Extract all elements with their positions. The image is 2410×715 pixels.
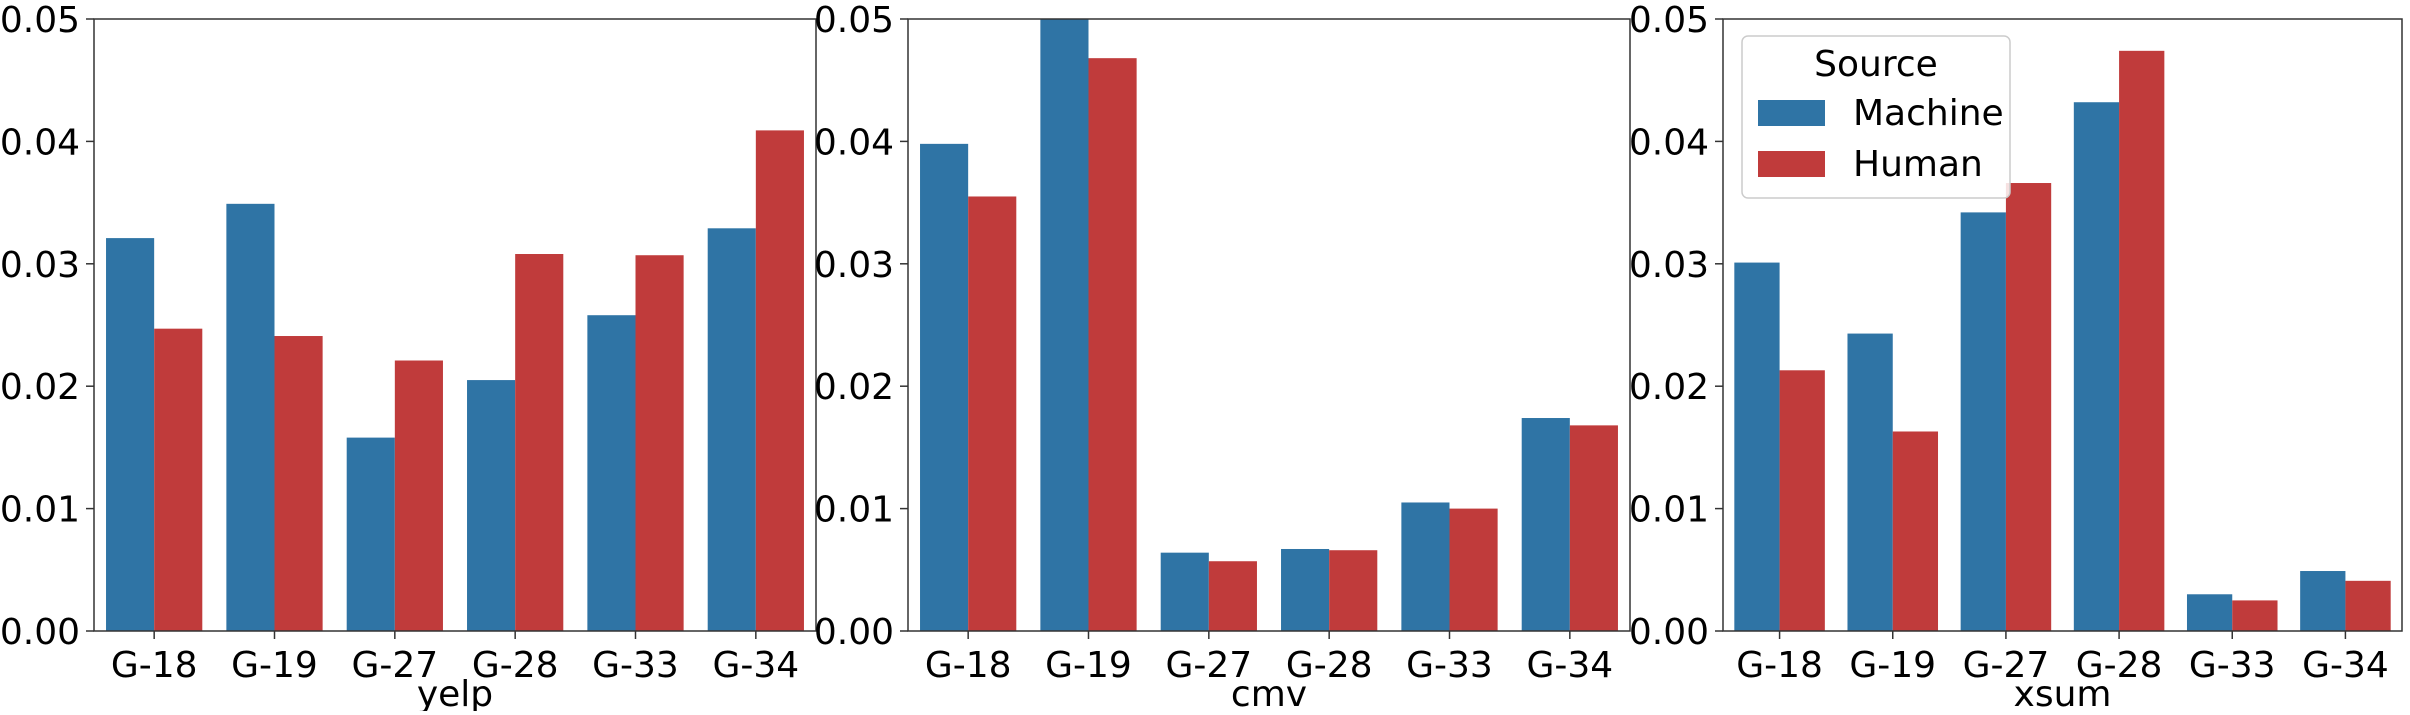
x-tick-label: G-33 [1406,645,1493,686]
legend-title: Source [1814,44,1938,85]
x-tick-label: G-34 [2302,645,2389,686]
y-tick-label: 0.00 [1629,612,1709,653]
chart-panel-cmv: 0.00 0.01 0.02 0.03 0.04 0.05 G-18 G-19 G-27 G-28… [814,0,1631,715]
bar-human-g-18 [154,328,203,631]
bar-machine-g-27 [1160,552,1209,631]
y-tick-label: 0.02 [1629,367,1709,408]
bar-machine-g-27 [1960,212,2006,631]
bar-machine-g-19 [1847,333,1893,631]
x-tick-label: G-27 [351,645,438,686]
y-tick-label: 0.02 [0,367,80,408]
bar-machine-g-34 [707,228,756,631]
bars-group [1734,50,2391,631]
bar-human-g-34 [2345,580,2391,631]
x-tick-label: G-28 [1286,645,1373,686]
axes-frame [907,18,1631,632]
x-tick-label: G-28 [2076,645,2163,686]
x-tick-label: G-33 [592,645,679,686]
bar-human-g-27 [1208,561,1257,631]
bar-human-g-19 [274,336,323,631]
bar-machine-g-33 [1401,502,1450,631]
bar-human-g-33 [1449,508,1498,631]
x-tick-label: G-34 [1526,645,1613,686]
bars-group [106,130,804,631]
bar-human-g-34 [1569,425,1618,631]
y-tick-label: 0.03 [814,245,894,286]
y-tick-label: 0.04 [0,122,80,163]
x-tick-label: G-19 [231,645,318,686]
x-tick-label: G-28 [472,645,559,686]
bar-human-g-18 [1779,370,1825,631]
bar-machine-g-19 [1040,19,1089,631]
axes-frame [93,18,817,632]
bar-machine-g-18 [106,238,155,631]
legend-label-human: Human [1853,144,1983,185]
x-tick-label: G-19 [1045,645,1132,686]
x-tick-label: G-18 [1736,645,1823,686]
chart-panel-yelp: 0.00 0.01 0.02 0.03 0.04 0.05 G-18 G-19 G-27 G-28… [0,0,817,715]
bar-human-g-33 [635,255,684,631]
y-tick-label: 0.05 [1629,0,1709,41]
y-tick-label: 0.02 [814,367,894,408]
x-tick-label: G-18 [925,645,1012,686]
bar-human-g-33 [2232,600,2278,631]
x-tick-label: G-19 [1849,645,1936,686]
y-tick-label: 0.00 [814,612,894,653]
bar-machine-g-28 [467,380,516,631]
legend: Source Machine Human [1741,35,2011,199]
bar-machine-g-27 [346,437,395,631]
bars-group [920,19,1618,631]
y-tick-label: 0.03 [1629,245,1709,286]
bar-machine-g-28 [1281,548,1330,631]
bar-human-g-28 [2119,50,2165,631]
bar-human-g-18 [968,196,1017,631]
y-tick-label: 0.01 [1629,490,1709,531]
y-tick-label: 0.05 [0,0,80,41]
y-tick-label: 0.01 [814,490,894,531]
y-tick-label: 0.04 [814,122,894,163]
x-axis-title: cmv [1231,674,1307,711]
chart-panel-xsum: 0.00 0.01 0.02 0.03 0.04 0.05 G-18 G-19 G-27 G-28… [1629,0,2403,715]
bar-human-g-27 [2005,183,2052,631]
bar-machine-g-18 [1734,262,1780,631]
y-tick-label: 0.00 [0,612,80,653]
x-tick-label: G-33 [2189,645,2276,686]
legend-label-machine: Machine [1853,93,2004,134]
x-tick-label: G-18 [111,645,198,686]
bar-machine-g-33 [2186,594,2233,631]
bar-machine-g-34 [1521,418,1570,631]
legend-swatch-machine [1758,100,1825,126]
y-tick-label: 0.01 [0,490,80,531]
bar-human-g-19 [1088,58,1137,631]
bar-human-g-27 [394,360,443,631]
y-tick-label: 0.03 [0,245,80,286]
bar-human-g-34 [755,130,804,631]
x-tick-label: G-27 [1165,645,1252,686]
x-axis-title: yelp [417,674,493,711]
bar-machine-g-18 [920,143,969,631]
bar-machine-g-33 [587,315,636,631]
axes-frame [1722,18,2403,632]
x-tick-label: G-34 [712,645,799,686]
legend-swatch-human [1758,151,1825,177]
x-axis-title: xsum [2014,674,2112,711]
bar-human-g-28 [515,254,564,631]
bar-machine-g-34 [2300,571,2346,631]
y-tick-label: 0.04 [1629,122,1709,163]
bar-human-g-19 [1892,431,1939,631]
bar-machine-g-19 [226,203,275,631]
x-tick-label: G-27 [1963,645,2050,686]
y-tick-label: 0.05 [814,0,894,41]
bar-human-g-28 [1329,550,1378,631]
bar-machine-g-28 [2073,102,2120,631]
